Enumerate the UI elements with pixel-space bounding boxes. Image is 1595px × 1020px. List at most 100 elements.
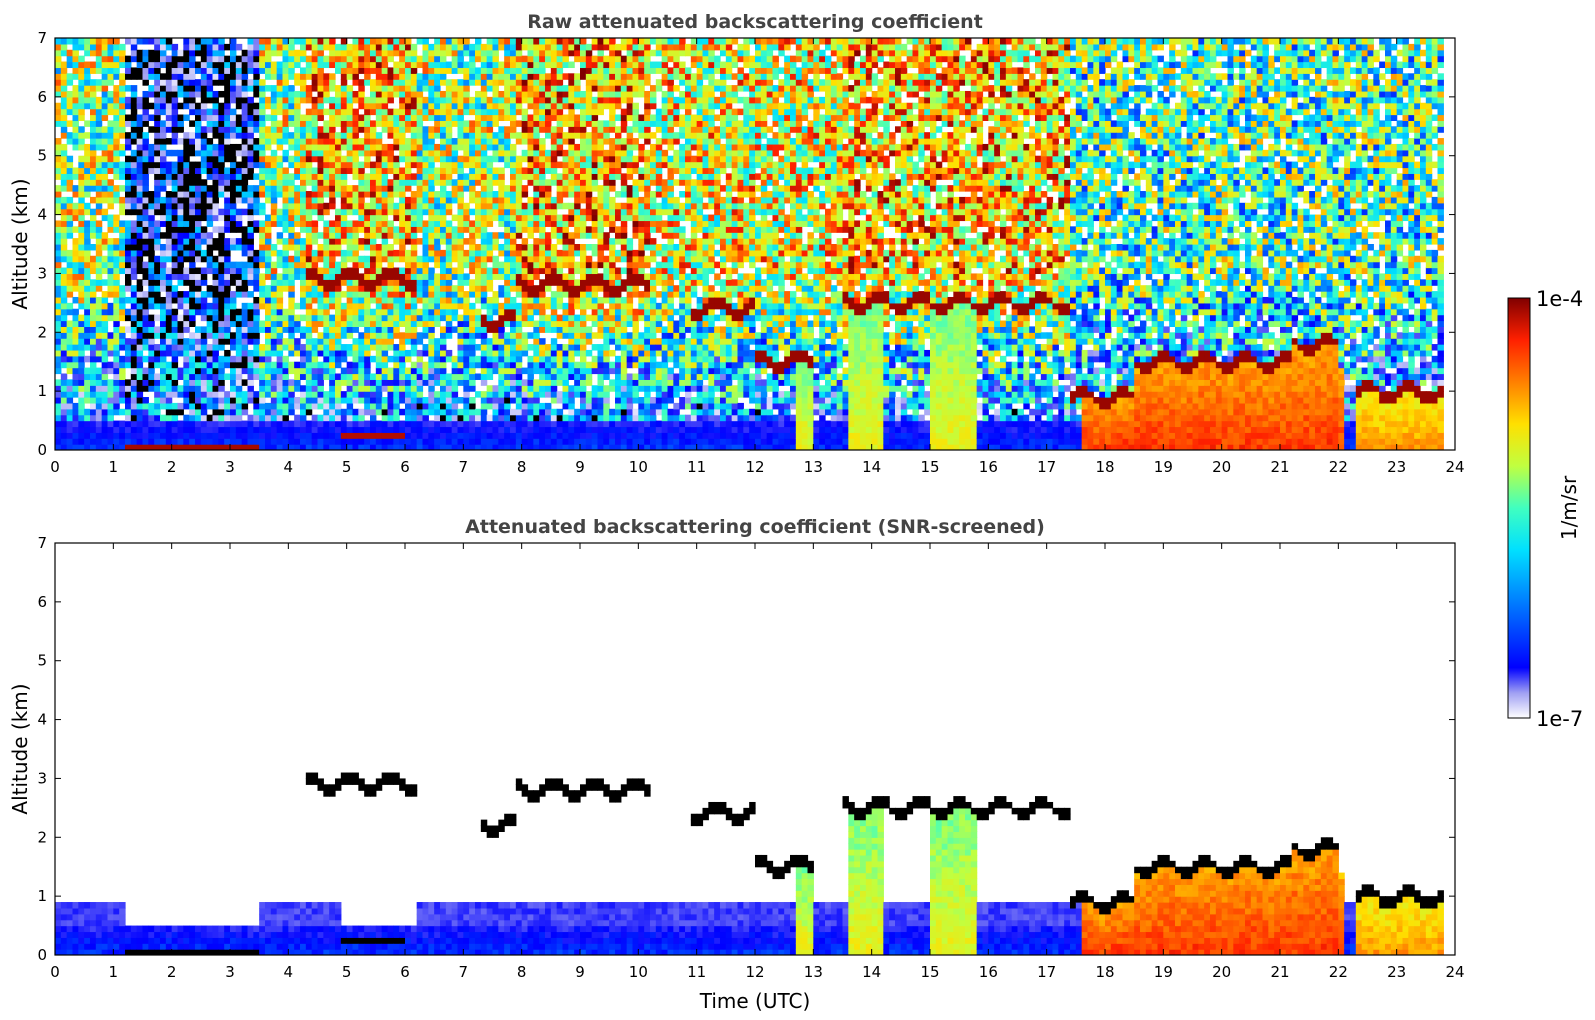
heat-cell <box>311 349 319 357</box>
heat-cell <box>352 226 359 233</box>
heat-cell <box>253 149 260 157</box>
heat-cell <box>206 149 214 157</box>
heat-cell <box>55 220 62 227</box>
heat-cell <box>335 373 342 380</box>
heat-cell <box>107 332 114 339</box>
heat-cell <box>136 191 144 198</box>
heat-cell <box>107 226 114 233</box>
heat-cell <box>311 185 319 192</box>
heat-cell <box>66 361 74 369</box>
heat-cell <box>259 355 266 363</box>
heat-cell <box>212 149 219 157</box>
heat-cell <box>305 55 313 63</box>
heat-cell <box>72 67 79 74</box>
heat-cell <box>475 414 482 422</box>
heat-cell <box>451 61 459 69</box>
heat-cell <box>270 102 278 110</box>
heat-cell <box>416 202 424 210</box>
heat-cell <box>276 391 284 398</box>
heat-cell <box>317 126 324 133</box>
heat-cell <box>160 132 167 139</box>
heat-cell <box>224 126 231 133</box>
heat-cell <box>375 408 383 416</box>
heat-cell <box>259 191 266 198</box>
heat-cell <box>311 320 319 327</box>
heat-cell <box>125 432 132 439</box>
heat-cell <box>294 373 301 380</box>
heat-cell <box>195 373 202 380</box>
heat-cell <box>428 273 435 280</box>
heat-cell <box>171 149 179 157</box>
heat-cell <box>440 185 447 192</box>
heat-cell <box>136 432 144 439</box>
heat-cell <box>288 261 295 269</box>
heat-cell <box>276 214 284 222</box>
heat-cell <box>370 373 377 380</box>
heat-cell <box>107 291 114 298</box>
heat-cell <box>165 61 173 69</box>
heat-cell <box>288 291 295 298</box>
heat-cell <box>107 279 114 286</box>
heat-cell <box>492 432 499 439</box>
heat-cell <box>130 114 138 121</box>
heat-cell <box>241 226 249 233</box>
heat-cell <box>125 267 132 275</box>
heat-cell <box>60 273 68 280</box>
heat-cell <box>335 273 342 280</box>
heat-cell <box>113 55 120 63</box>
heat-cell <box>195 126 202 133</box>
heat-cell <box>177 326 184 333</box>
heat-cell <box>486 185 494 192</box>
heat-cell <box>515 108 523 116</box>
heat-cell <box>410 373 418 380</box>
heat-cell <box>230 426 237 433</box>
heat-cell <box>428 379 435 386</box>
heat-cell <box>136 426 144 433</box>
heat-cell <box>416 73 424 80</box>
heat-cell <box>352 173 359 180</box>
heat-cell <box>101 320 109 327</box>
heat-cell <box>352 67 359 74</box>
heat-cell <box>457 191 464 198</box>
heat-cell <box>200 432 208 439</box>
heat-cell <box>235 444 243 450</box>
heat-cell <box>311 202 319 210</box>
heat-cell <box>259 238 266 245</box>
heat-cell <box>265 344 272 351</box>
heat-cell <box>486 244 494 251</box>
heat-cell <box>463 344 470 351</box>
heat-cell <box>55 173 62 180</box>
heat-cell <box>270 379 278 386</box>
heat-cell <box>434 402 441 410</box>
heat-cell <box>440 73 447 80</box>
heat-cell <box>288 432 295 439</box>
heat-cell <box>78 432 85 439</box>
heat-cell <box>364 426 371 433</box>
heat-cell <box>241 102 249 110</box>
heat-cell <box>224 191 231 198</box>
heat-cell <box>305 108 313 116</box>
heat-cell <box>387 426 394 433</box>
heat-cell <box>78 267 85 275</box>
heat-cell <box>405 55 412 63</box>
heat-cell <box>480 96 488 104</box>
heat-cell <box>107 67 114 74</box>
heat-cell <box>230 220 237 227</box>
heat-cell <box>253 320 260 327</box>
heat-cell <box>276 79 284 86</box>
heat-cell <box>451 402 459 410</box>
heat-cell <box>422 255 429 263</box>
heat-cell <box>206 355 214 363</box>
heat-cell <box>130 108 138 116</box>
heat-cell <box>352 397 359 404</box>
heat-cell <box>230 296 237 304</box>
heat-cell <box>183 373 190 380</box>
heat-cell <box>130 138 138 145</box>
heat-cell <box>457 232 464 239</box>
heat-cell <box>107 108 114 116</box>
heat-cell <box>457 314 464 322</box>
heat-cell <box>317 279 324 286</box>
heat-cell <box>346 426 354 433</box>
heat-cell <box>55 444 62 450</box>
heat-cell <box>335 426 342 433</box>
